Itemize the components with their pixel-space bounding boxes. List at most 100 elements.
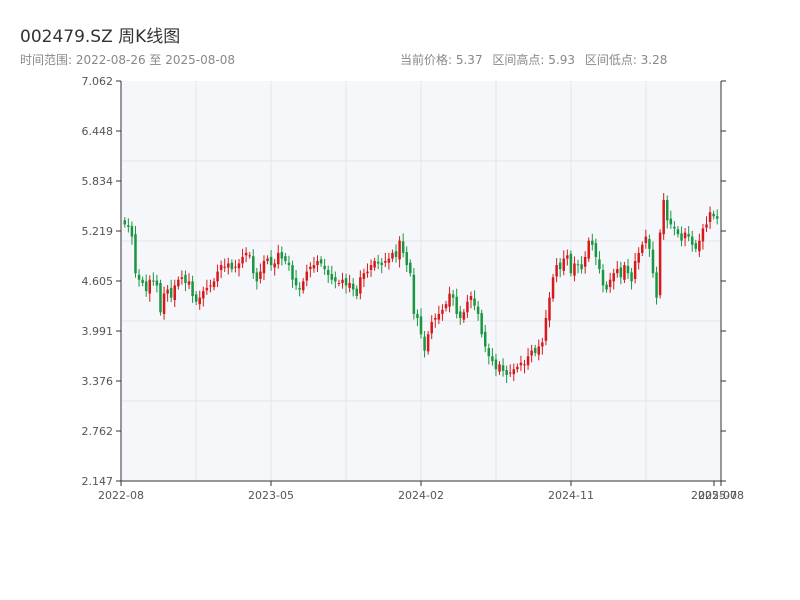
- candle-body: [698, 240, 701, 252]
- x-tick-label: 2022-08: [98, 489, 144, 502]
- candle-body: [337, 282, 341, 284]
- candle: [705, 216, 708, 233]
- candle: [284, 252, 287, 265]
- candle-body: [533, 348, 537, 353]
- candle: [259, 263, 262, 284]
- candle-body: [291, 265, 294, 280]
- candle-body: [526, 356, 530, 366]
- candle: [637, 247, 640, 270]
- candle-body: [144, 281, 148, 292]
- candle-body: [266, 258, 269, 262]
- candle: [401, 233, 405, 258]
- candle-body: [669, 218, 673, 225]
- candle-body: [498, 364, 501, 372]
- candle-body: [441, 309, 444, 314]
- candle: [312, 256, 316, 273]
- candle: [298, 282, 301, 297]
- candle: [466, 294, 469, 318]
- candle-body: [330, 274, 334, 280]
- candle: [137, 269, 141, 287]
- candle-body: [223, 266, 226, 268]
- candle: [530, 344, 533, 363]
- candle-body: [191, 281, 194, 297]
- candle-body: [148, 279, 152, 294]
- candle-body: [694, 243, 698, 249]
- candle: [448, 286, 451, 313]
- candle-body: [673, 226, 676, 229]
- candle-body: [591, 240, 594, 245]
- candle-body: [405, 252, 408, 266]
- date-range-text: 时间范围: 2022-08-26 至 2025-08-08: [20, 53, 235, 67]
- candle: [244, 247, 248, 263]
- candle: [144, 274, 148, 297]
- candle: [373, 257, 376, 271]
- candle: [483, 324, 487, 353]
- candle: [191, 275, 194, 303]
- candle-body: [562, 258, 566, 271]
- candle: [544, 309, 548, 346]
- candle-body: [466, 301, 469, 313]
- candle-body: [276, 252, 280, 265]
- candle-body: [637, 252, 640, 263]
- candle-body: [309, 266, 312, 270]
- candle-body: [483, 331, 487, 347]
- candle: [212, 278, 216, 291]
- candle-body: [230, 262, 234, 270]
- candle-body: [341, 279, 344, 283]
- candle: [612, 268, 615, 290]
- candle-body: [619, 267, 623, 278]
- candle: [409, 259, 412, 277]
- candle: [276, 244, 280, 269]
- candle: [712, 210, 715, 220]
- candle: [562, 250, 566, 276]
- candle: [177, 276, 180, 290]
- candle-body: [419, 316, 423, 335]
- y-tick-label: 3.991: [82, 325, 114, 338]
- candle: [237, 258, 241, 277]
- candle: [359, 270, 362, 300]
- candle: [673, 221, 676, 236]
- candle: [341, 272, 344, 289]
- candle: [512, 363, 516, 382]
- candle: [648, 234, 651, 257]
- candle: [669, 210, 673, 229]
- candle-body: [580, 264, 583, 270]
- candle: [305, 264, 309, 287]
- candle: [601, 264, 605, 293]
- candle: [680, 226, 683, 247]
- candle: [426, 331, 430, 355]
- candle-body: [162, 293, 166, 314]
- candle-body: [462, 312, 466, 320]
- candle: [583, 251, 587, 274]
- candle-body: [612, 273, 615, 282]
- candle: [348, 274, 351, 293]
- candle: [219, 260, 223, 279]
- candle: [227, 257, 230, 275]
- candle-body: [551, 277, 555, 299]
- candle-body: [177, 279, 180, 287]
- candle-body: [173, 285, 176, 301]
- candle: [387, 252, 391, 270]
- candle-body: [541, 342, 544, 347]
- candle: [605, 281, 608, 293]
- candle: [405, 246, 408, 273]
- candle: [441, 304, 444, 321]
- candle: [541, 337, 544, 355]
- candle: [366, 263, 369, 278]
- candle-body: [287, 262, 291, 266]
- candle: [630, 267, 633, 290]
- price-stats: 当前价格: 5.37 区间高点: 5.93 区间低点: 3.28: [400, 51, 673, 68]
- candle-body: [412, 274, 416, 314]
- candle-body: [516, 366, 519, 370]
- candle: [459, 305, 462, 325]
- candle-body: [202, 291, 205, 299]
- candle: [569, 250, 573, 277]
- candle-body: [530, 350, 533, 356]
- candle: [416, 309, 419, 327]
- candle-body: [155, 280, 159, 286]
- candle: [608, 272, 612, 293]
- candle: [687, 226, 690, 242]
- candle: [423, 331, 426, 358]
- candle-body: [359, 277, 362, 294]
